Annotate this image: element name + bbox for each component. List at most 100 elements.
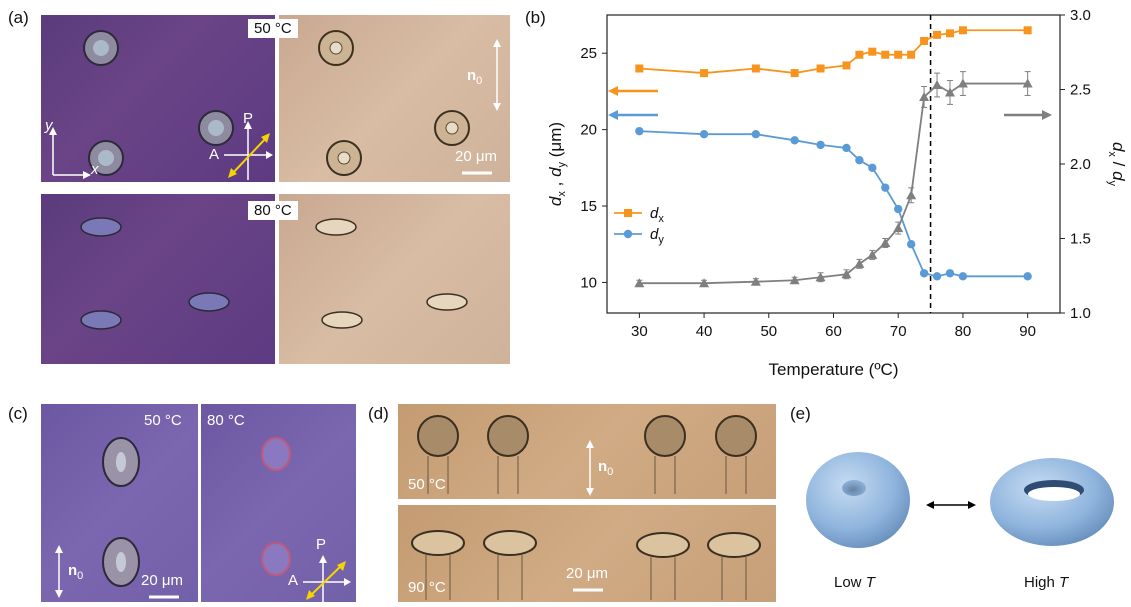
particle-icon [411,530,465,600]
ratio-axis-arrowhead [1042,110,1052,120]
particle-icon [80,217,122,237]
particle-icon [487,415,529,494]
legend-marker-dx [624,209,632,217]
data-point-ratio [906,190,917,200]
data-point-ratio [957,78,968,88]
director-arrow-icon [493,39,501,111]
director-n: n [68,562,78,579]
particles-a-pol-top [49,30,273,180]
data-point-dy [635,126,644,136]
temp-label-c-50: 50 °C [144,412,182,429]
y-right-tick-label: 1.0 [1070,305,1091,322]
scale-bar-label: 20 μm [566,565,608,582]
data-point-dx [958,26,967,35]
data-point-dx [790,69,799,78]
y-right-tick-label: 3.0 [1070,7,1091,24]
particle-icon [188,292,230,312]
data-point-ratio [750,276,761,286]
chart-b: 30 40 50 60 70 80 90 10 15 20 25 1.0 1.5 2.0 2.5 3.0 Tem… [546,7,1128,379]
axis-x-label: x [91,161,99,178]
particles-c-right [261,437,351,602]
particle-icon [315,218,357,236]
polarizer-cross-icon [224,121,273,180]
director-label: n0 [467,67,482,87]
data-point-dy [945,269,955,278]
polarizer-label: P [243,110,254,127]
dx-axis-arrowhead [608,86,618,96]
particle-icon [417,415,459,494]
data-point-dy [894,204,903,214]
panel-d-bottom: 90 °C 20 μm [398,505,776,602]
y-left-tick-label: 20 [580,122,597,139]
data-point-dy [855,155,864,165]
data-point-ratio [841,269,852,279]
data-point-dx [700,69,709,78]
particles-a-bright-top [318,30,501,176]
data-point-ratio [919,91,930,101]
polarizer-cross-icon [303,555,351,602]
particle-icon [88,140,124,176]
label-low-text: Low [834,574,866,591]
panel-c-left: 50 °C n0 20 μm [41,404,198,602]
x-tick-label: 60 [825,323,842,340]
director-label: n0 [68,562,83,582]
particles-c-left [55,437,179,599]
axis-y-label: y [45,117,53,134]
particle-icon [318,30,354,66]
particles-a-pol-bottom [80,217,230,330]
panel-e-label: (e) [790,404,811,423]
data-point-ratio [867,249,878,259]
legend-marker-dy [623,229,633,239]
data-point-ratio [1022,78,1033,88]
data-point-dx [907,50,916,59]
y-left-tick-label: 25 [580,45,597,62]
scale-bar-label: 20 μm [455,148,497,165]
data-point-dx [816,64,825,73]
data-point-dy [751,130,761,139]
x-tick-label: 40 [696,323,713,340]
panel-a-label: (a) [8,8,29,27]
torus-diagram [806,452,1114,548]
particle-icon [102,537,140,587]
data-point-ratio [893,223,904,233]
data-point-dy [932,272,942,281]
x-axis-label: Temperature (ºC) [769,360,899,379]
data-point-ratio [815,272,826,282]
particle-icon [261,542,291,576]
data-point-dx [881,50,890,59]
x-tick-label: 50 [760,323,777,340]
y-left-axis-label: dx , dy (μm) [546,122,568,206]
analyzer-label: A [288,572,299,589]
director-n: n [598,458,608,475]
series-line-dx-dy [639,82,1028,285]
panel-a-pol-bottom [41,194,275,364]
y-right-tick-label: 1.5 [1070,231,1091,248]
y-right-tick-label: 2.0 [1070,156,1091,173]
data-point-dy [816,140,825,150]
y-right-tick-label: 2.5 [1070,82,1091,99]
data-point-dx [635,64,644,73]
polarizer-label: P [316,536,327,553]
temp-label-d-90: 90 °C [408,579,446,596]
panel-d-label: (d) [368,404,389,423]
particle-icon [198,110,234,146]
temp-label-50: 50 °C [248,19,298,38]
plot-frame [606,14,1061,314]
data-point-dy [790,136,799,145]
panel-d-top: 50 °C n0 [398,404,776,499]
torus-high-t-icon [990,458,1114,546]
particles-d-bottom [411,530,761,600]
label-low-t: Low T [834,574,875,591]
data-point-dx [894,50,903,59]
data-point-dx [855,50,864,59]
data-point-ratio [932,80,943,90]
x-tick-label: 30 [631,323,648,340]
director-sub: 0 [607,466,614,478]
data-point-ratio [944,87,955,97]
label-low-t-italic: T [865,574,875,591]
data-point-ratio [880,237,891,247]
temp-label-80: 80 °C [248,201,298,220]
director-arrow-icon [586,440,594,496]
data-point-dy [919,269,929,278]
x-tick-label: 80 [955,323,972,340]
